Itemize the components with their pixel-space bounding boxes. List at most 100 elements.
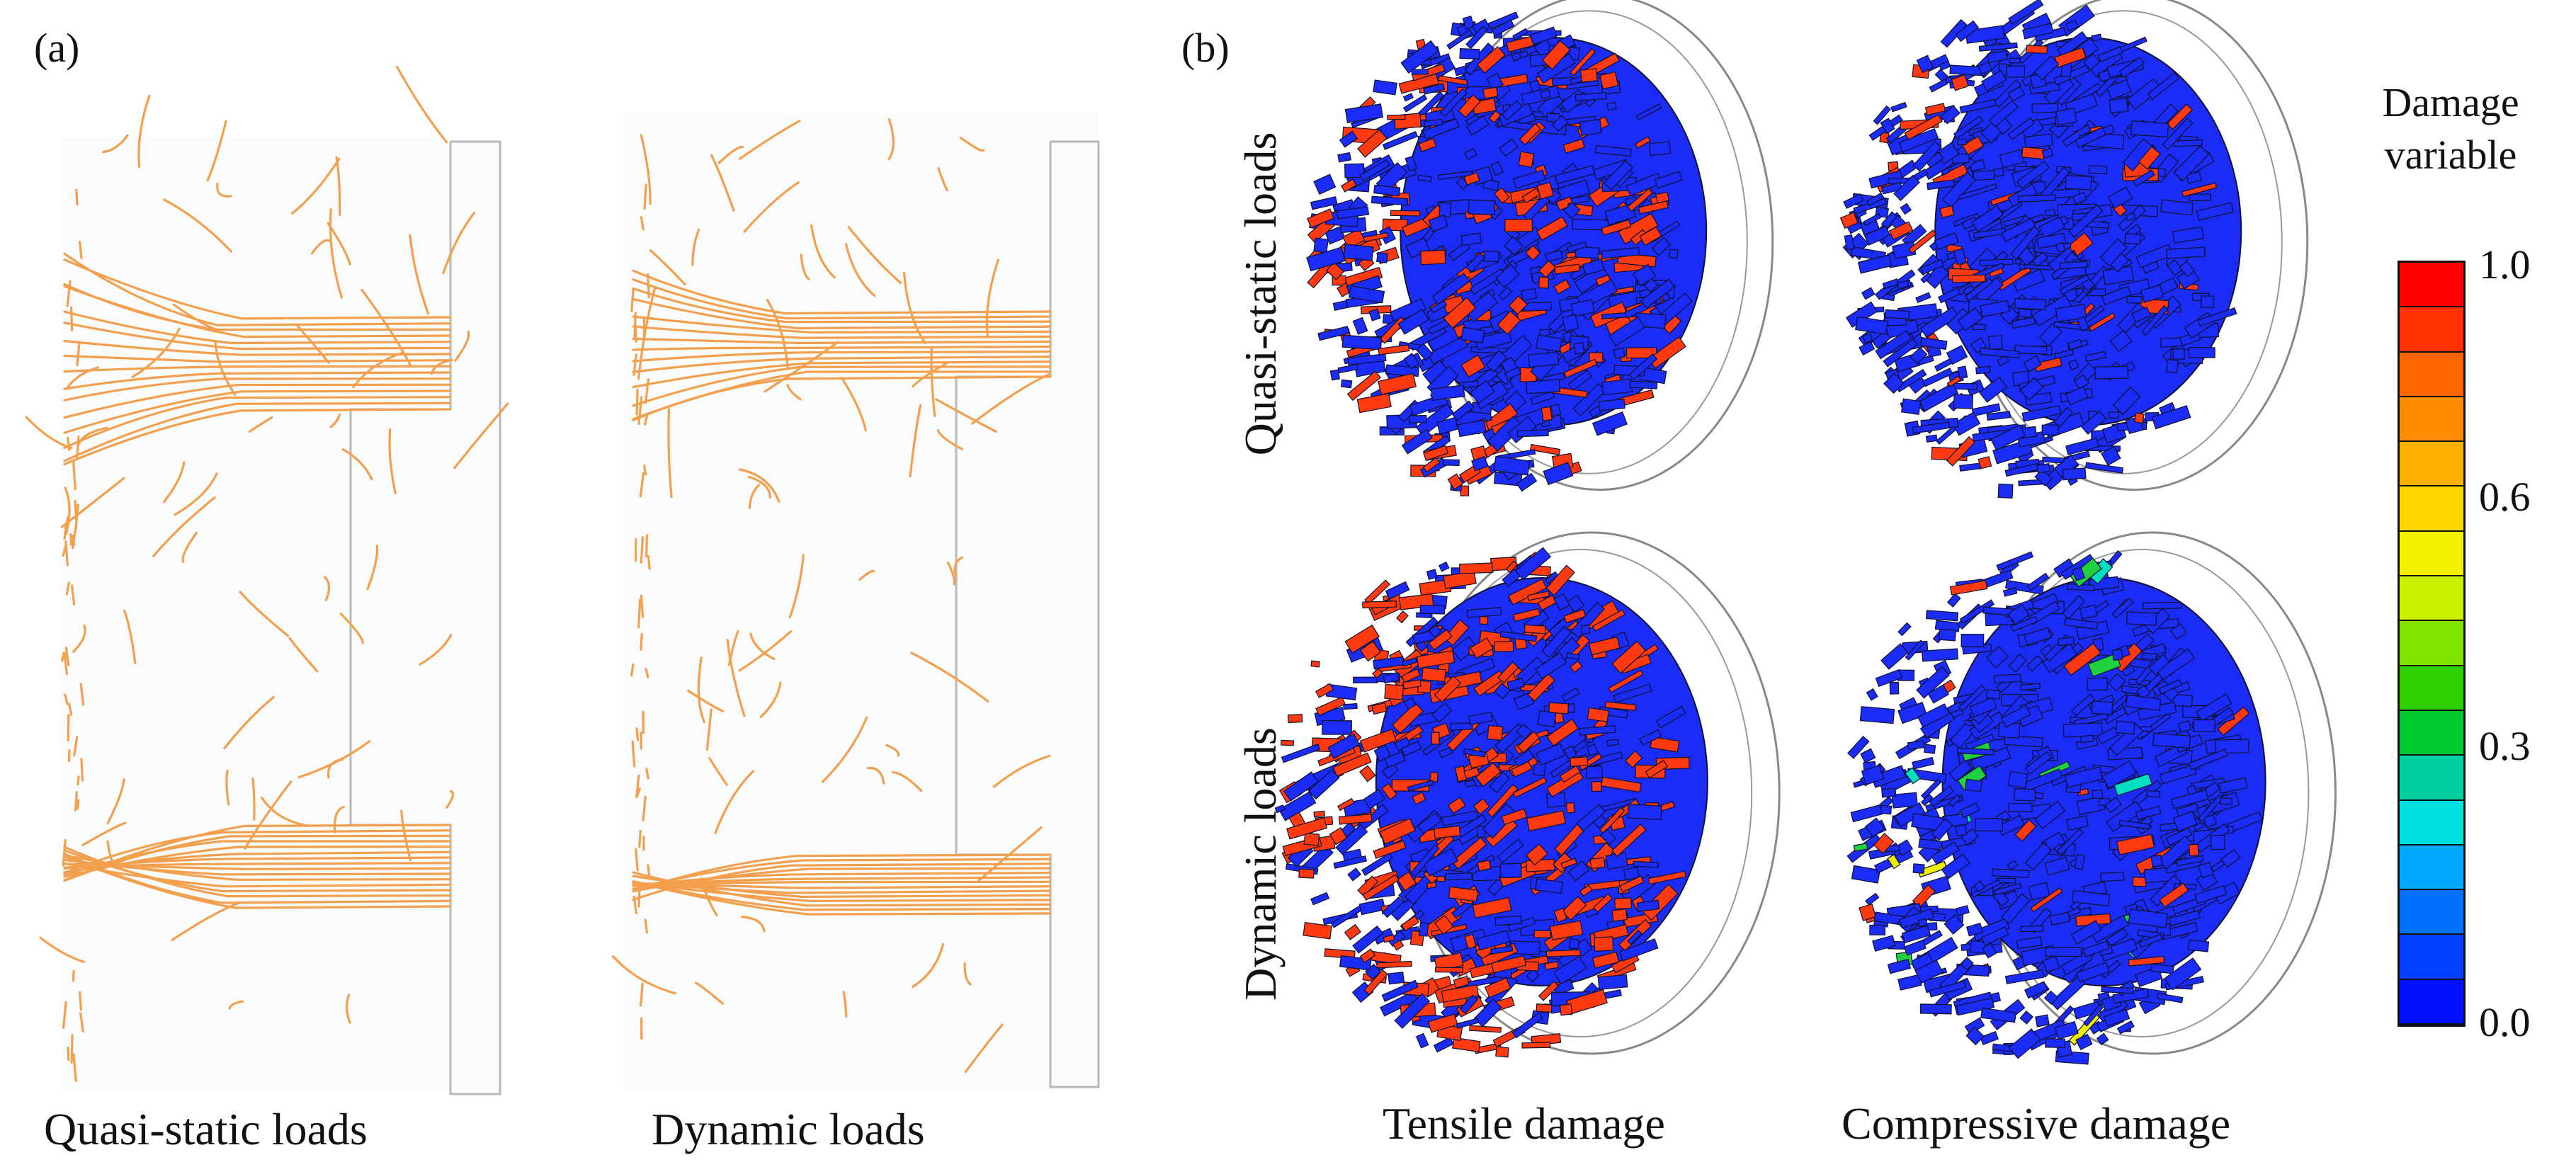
damage-fragment (2076, 316, 2089, 331)
damage-fragment (1606, 102, 1617, 111)
damage-fragment (1298, 868, 1315, 879)
damage-fragment (1494, 915, 1522, 926)
damage-fragment (1526, 810, 1567, 832)
damage-fragment (2080, 410, 2107, 435)
damage-fragment (1563, 745, 1577, 760)
damage-fragment (1417, 174, 1432, 182)
damage-fragment (1946, 345, 1968, 365)
damage-fragment (1518, 151, 1535, 168)
damage-fragment (1544, 571, 1559, 585)
damage-fragment (2073, 374, 2090, 390)
damage-fragment (1359, 948, 1376, 964)
damage-fragment (2126, 78, 2162, 110)
damage-fragment (1946, 593, 1961, 608)
crack-line (63, 396, 452, 450)
damage-fragment (1955, 20, 1980, 42)
damage-fragment (2113, 773, 2153, 797)
damage-fragment (1536, 216, 1568, 241)
damage-fragment (1627, 188, 1653, 212)
damage-fragment (1358, 899, 1386, 916)
damage-fragment (1516, 472, 1538, 492)
damage-fragment (1538, 981, 1560, 1001)
damage-fragment (2194, 884, 2228, 904)
crack-line (251, 777, 256, 821)
crack-line (172, 303, 217, 331)
crack-line (62, 1001, 67, 1029)
damage-fragment (1919, 336, 1948, 351)
damage-fragment (1980, 1007, 2017, 1023)
damage-fragment (1579, 118, 1602, 136)
damage-fragment (1897, 702, 1928, 724)
damage-fragment (2031, 294, 2072, 327)
damage-fragment (1651, 237, 1672, 256)
crack-line (639, 472, 645, 498)
damage-fragment (2000, 217, 2036, 242)
damage-fragment (1356, 393, 1392, 414)
damage-fragment (2008, 803, 2033, 813)
damage-fragment (1371, 702, 1388, 715)
damage-fragment (2152, 732, 2191, 749)
damage-fragment (1863, 212, 1882, 227)
crack-line (632, 345, 1052, 351)
crack-line (106, 778, 125, 824)
crack-line (912, 361, 949, 388)
damage-fragment (1887, 853, 1901, 870)
damage-fragment (1410, 844, 1440, 877)
damage-fragment (1888, 221, 1914, 240)
damage-fragment (2101, 986, 2134, 994)
damage-fragment (1566, 594, 1585, 613)
damage-fragment (1865, 892, 1880, 906)
crack-line (63, 339, 452, 356)
damage-fragment (1885, 309, 1910, 320)
damage-fragment (1359, 729, 1397, 753)
damage-fragment (1463, 748, 1486, 758)
damage-fragment (1400, 915, 1420, 932)
damage-fragment (1348, 285, 1385, 304)
damage-fragment (1381, 762, 1399, 780)
damage-fragment (1980, 926, 2009, 946)
damage-fragment (2090, 914, 2130, 943)
damage-fragment (1627, 803, 1662, 821)
damage-fragment (1574, 246, 1600, 259)
damage-fragment (1392, 939, 1405, 951)
damage-fragment (1385, 581, 1410, 600)
damage-fragment (2210, 834, 2225, 850)
crack-line (261, 796, 310, 827)
damage-fragment (1497, 838, 1524, 863)
damage-fragment (2045, 1038, 2065, 1048)
damage-fragment (2072, 567, 2086, 581)
crack-line (647, 273, 650, 299)
damage-fragment (1469, 1025, 1502, 1033)
damage-fragment (1993, 167, 2004, 177)
damage-fragment (1450, 722, 1473, 731)
damage-fragment (1910, 346, 1928, 365)
crack-line (892, 770, 923, 792)
colorbar-band (2400, 979, 2463, 1025)
damage-fragment (1495, 1046, 1509, 1058)
crack-line (76, 799, 80, 810)
crack-line (632, 863, 1052, 901)
crack-line (63, 855, 452, 909)
damage-fragment (1511, 1012, 1543, 1039)
damage-fragment (1923, 744, 1936, 754)
damage-fragment (1468, 199, 1496, 215)
crack-line (400, 809, 412, 862)
damage-fragment (1956, 747, 1995, 756)
damage-fragment (2007, 117, 2035, 140)
damage-fragment (1908, 229, 1937, 254)
damage-fragment (1866, 688, 1878, 701)
damage-fragment (1978, 376, 2008, 403)
damage-fragment (1553, 279, 1571, 295)
damage-fragment (2172, 226, 2204, 244)
damage-fragment (2041, 424, 2059, 436)
damage-fragment (1594, 144, 1632, 157)
damage-fragment (1567, 369, 1593, 392)
damage-fragment (1521, 288, 1537, 301)
crack-line (39, 936, 85, 963)
crack-line (632, 315, 1052, 334)
damage-fragment (2072, 191, 2087, 205)
damage-fragment (1959, 599, 1995, 624)
damage-fragment (1470, 346, 1510, 354)
damage-fragment (2109, 330, 2133, 353)
damage-fragment (1420, 249, 1446, 266)
